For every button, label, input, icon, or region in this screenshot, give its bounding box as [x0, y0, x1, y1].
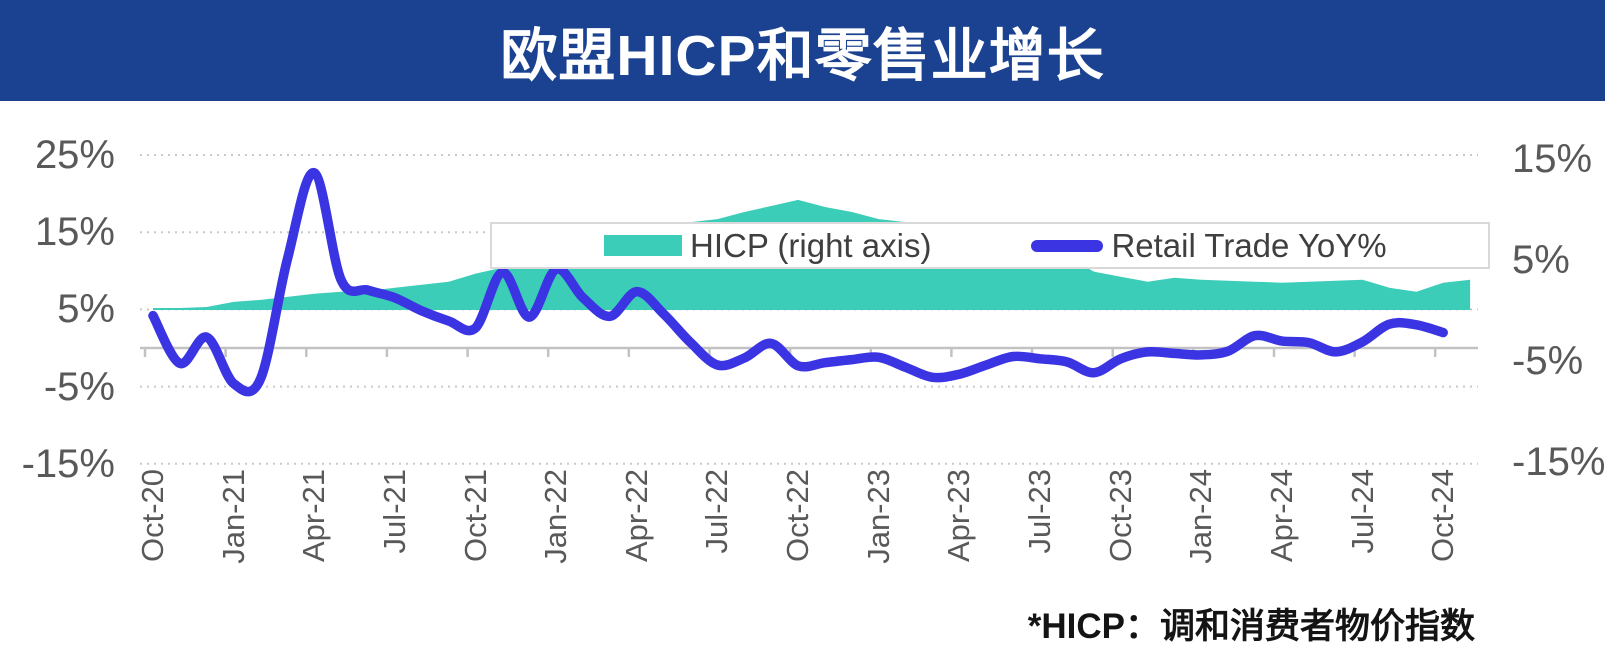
x-axis-label: Jan-22 [538, 469, 573, 564]
y-axis-label-left: 15% [34, 210, 115, 254]
retail-line-swatch-icon [1031, 239, 1104, 252]
x-axis-label: Oct-23 [1103, 469, 1138, 563]
y-axis-label-left: -15% [21, 442, 115, 486]
y-axis-label-right: 5% [1512, 238, 1570, 282]
x-axis-label: Apr-23 [941, 469, 976, 563]
x-axis-label: Oct-24 [1425, 469, 1460, 563]
x-axis-label: Jan-21 [216, 469, 251, 564]
chart-canvas [140, 154, 1478, 465]
y-axis-label-left: -5% [43, 365, 115, 409]
x-axis-label: Jul-21 [377, 469, 412, 554]
hicp-area-swatch-icon [604, 235, 682, 256]
x-axis-label: Oct-21 [458, 469, 493, 563]
x-axis-label: Apr-22 [619, 469, 654, 563]
y-axis-label-right: -5% [1512, 339, 1584, 383]
x-axis-label: Apr-24 [1264, 469, 1299, 563]
x-axis-label: Jul-23 [1022, 469, 1057, 554]
y-axis-label-right: 15% [1512, 137, 1593, 181]
x-axis-label: Jan-23 [861, 469, 896, 564]
x-axis-label: Apr-21 [296, 469, 331, 563]
title-bar: 欧盟HICP和零售业增长 [0, 0, 1605, 101]
x-axis-label: Jan-24 [1183, 469, 1218, 564]
x-axis-label: Oct-22 [780, 469, 815, 563]
retail-line-series [148, 168, 1448, 397]
x-axis-label: Jul-22 [699, 469, 734, 554]
x-axis-label: Jul-24 [1345, 469, 1380, 554]
y-axis-label-left: 5% [57, 287, 115, 331]
x-axis-label: Oct-20 [135, 469, 170, 563]
page-title: 欧盟HICP和零售业增长 [500, 23, 1105, 88]
y-axis-label-right: -15% [1512, 440, 1605, 484]
legend: HICP (right axis) Retail Trade YoY% [490, 222, 1490, 269]
hicp-legend-label: HICP (right axis) [690, 226, 932, 264]
hicp-footnote: *HICP：调和消费者物价指数 [1027, 607, 1475, 646]
chart-area: 25% 15% 5% -5% -15% 15% 5% -5% -15% Oct-20 Jan-2… [0, 101, 1605, 646]
y-axis-label-left: 25% [34, 133, 115, 177]
retail-legend-label: Retail Trade YoY% [1111, 226, 1387, 264]
